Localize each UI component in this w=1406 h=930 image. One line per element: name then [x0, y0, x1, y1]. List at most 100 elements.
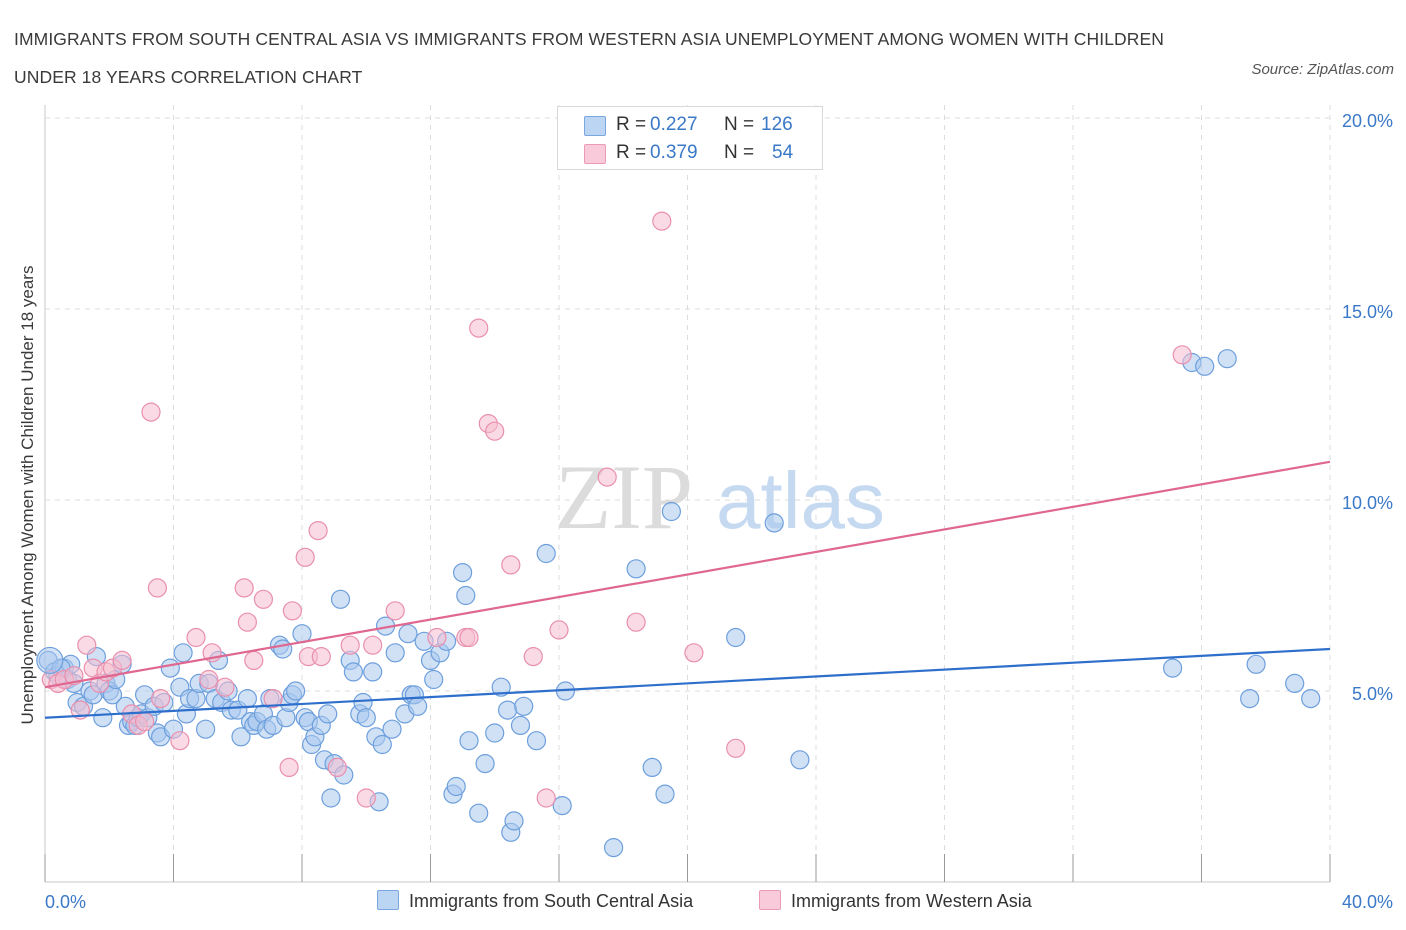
- point-south-central-asia: [446, 776, 466, 797]
- point-south-central-asia: [626, 559, 646, 579]
- point-south-central-asia: [286, 681, 306, 701]
- point-south-central-asia: [321, 788, 341, 808]
- point-western-asia: [626, 612, 646, 632]
- trend-line-western-asia: [44, 460, 1331, 689]
- point-western-asia: [523, 646, 543, 667]
- point-south-central-asia: [552, 795, 572, 816]
- point-south-central-asia: [160, 658, 180, 678]
- axes: [44, 105, 1331, 883]
- point-western-asia: [385, 601, 405, 621]
- point-south-central-asia: [273, 639, 293, 659]
- n-label: N =: [724, 114, 755, 135]
- point-western-asia: [356, 788, 376, 808]
- r-value: 0.227: [650, 114, 698, 135]
- data-points: [36, 211, 1321, 858]
- trend-line-south-central-asia: [44, 647, 1331, 719]
- point-western-asia: [485, 421, 505, 441]
- point-south-central-asia: [526, 731, 547, 751]
- point-south-central-asia: [318, 704, 338, 724]
- point-western-asia: [501, 555, 521, 575]
- point-south-central-asia: [603, 837, 624, 858]
- legend-swatch-blue: [377, 890, 399, 910]
- point-south-central-asia: [1240, 688, 1260, 709]
- point-western-asia: [199, 669, 219, 690]
- point-south-central-asia: [363, 662, 383, 682]
- legend-row-western-asia: R = 0.379 N = 54: [558, 138, 822, 166]
- y-tick-label: 20.0%: [1342, 111, 1393, 131]
- y-axis-label: Unemployment Among Women with Children U…: [18, 266, 37, 725]
- point-south-central-asia: [504, 811, 524, 831]
- point-south-central-asia: [510, 715, 531, 736]
- point-south-central-asia: [36, 646, 64, 675]
- point-south-central-asia: [469, 803, 489, 823]
- point-western-asia: [597, 467, 617, 487]
- point-south-central-asia: [1246, 654, 1266, 674]
- point-south-central-asia: [343, 662, 363, 682]
- point-western-asia: [186, 627, 206, 648]
- legend-label: Immigrants from South Central Asia: [409, 891, 694, 911]
- point-south-central-asia: [424, 669, 444, 690]
- point-western-asia: [244, 650, 264, 671]
- point-south-central-asia: [398, 624, 418, 644]
- point-south-central-asia: [1195, 356, 1215, 376]
- point-south-central-asia: [408, 696, 428, 716]
- point-western-asia: [253, 589, 273, 609]
- point-south-central-asia: [1162, 658, 1183, 678]
- point-south-central-asia: [173, 643, 193, 663]
- legend-item-south-central-asia: Immigrants from South Central Asia: [377, 890, 693, 912]
- point-south-central-asia: [1217, 349, 1237, 369]
- watermark: ZIP atlas: [555, 446, 885, 548]
- point-south-central-asia: [1285, 673, 1305, 694]
- point-western-asia: [295, 547, 315, 567]
- point-south-central-asia: [764, 513, 784, 533]
- r-label: R =: [616, 114, 647, 135]
- watermark-atlas: atlas: [716, 456, 885, 545]
- point-western-asia: [308, 520, 328, 541]
- point-western-asia: [549, 620, 569, 640]
- point-south-central-asia: [385, 643, 405, 663]
- point-western-asia: [1172, 345, 1192, 365]
- point-western-asia: [427, 627, 447, 648]
- point-western-asia: [263, 688, 283, 709]
- point-south-central-asia: [485, 723, 505, 743]
- legend-swatch-pink: [584, 144, 606, 164]
- point-south-central-asia: [196, 719, 216, 739]
- point-western-asia: [234, 578, 254, 598]
- point-western-asia: [311, 646, 331, 667]
- point-south-central-asia: [456, 585, 476, 606]
- stats-legend: R = 0.227 N = 126 R = 0.379 N = 54: [557, 106, 823, 170]
- point-western-asia: [135, 711, 155, 732]
- point-western-asia: [77, 635, 97, 655]
- point-western-asia: [536, 788, 556, 808]
- point-south-central-asia: [453, 562, 473, 583]
- point-south-central-asia: [459, 731, 479, 751]
- point-western-asia: [282, 601, 302, 621]
- watermark-zip: ZIP: [555, 446, 693, 548]
- point-south-central-asia: [661, 501, 682, 522]
- n-value: 126: [761, 114, 793, 135]
- legend-item-western-asia: Immigrants from Western Asia: [759, 890, 1032, 912]
- point-western-asia: [151, 688, 171, 709]
- point-western-asia: [652, 211, 672, 231]
- point-south-central-asia: [655, 784, 675, 804]
- n-label: N =: [724, 142, 755, 163]
- point-western-asia: [112, 650, 132, 671]
- point-western-asia: [170, 731, 190, 751]
- x-tick-label: 40.0%: [1342, 892, 1393, 912]
- point-western-asia: [726, 738, 746, 758]
- r-label: R =: [616, 142, 647, 163]
- legend-swatch-blue: [584, 116, 606, 136]
- n-value: 54: [772, 142, 794, 163]
- point-south-central-asia: [790, 750, 810, 770]
- point-western-asia: [147, 578, 167, 598]
- point-western-asia: [327, 757, 347, 778]
- point-south-central-asia: [93, 708, 113, 728]
- point-south-central-asia: [237, 688, 257, 709]
- point-western-asia: [363, 635, 383, 655]
- point-south-central-asia: [231, 727, 251, 747]
- point-western-asia: [684, 643, 704, 663]
- tick-labels: 5.0% 10.0% 15.0% 20.0% 0.0% 40.0%: [45, 111, 1393, 912]
- point-south-central-asia: [356, 708, 376, 728]
- point-south-central-asia: [382, 719, 402, 739]
